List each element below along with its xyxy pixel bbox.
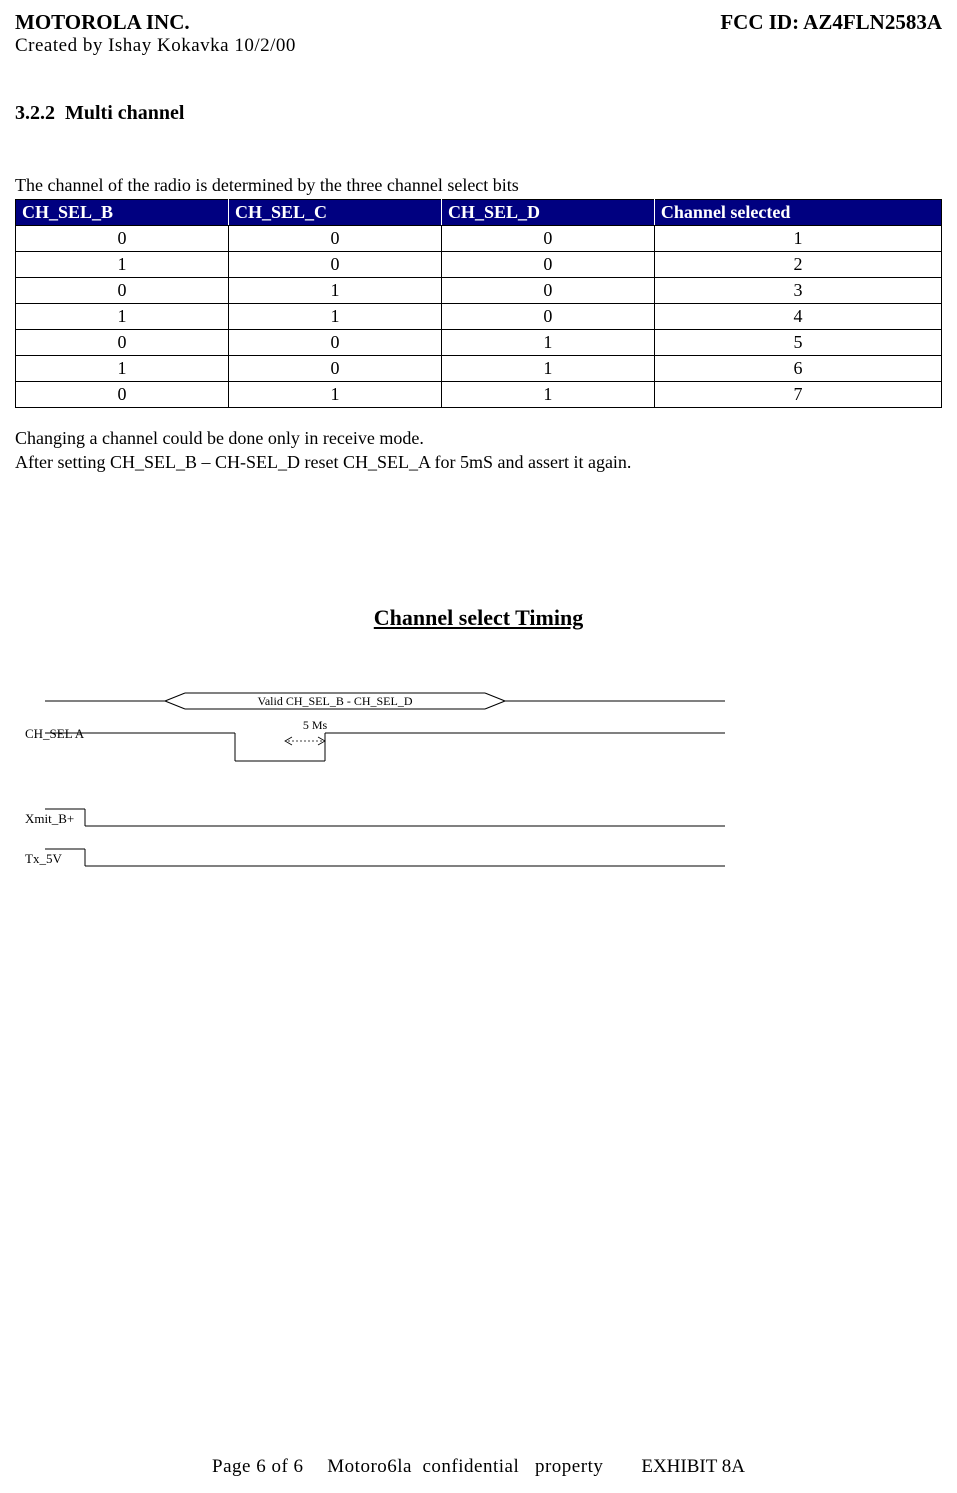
table-cell: 0 — [228, 356, 441, 382]
created-by: Created by Ishay Kokavka 10/2/00 — [15, 35, 296, 57]
table-cell: 0 — [16, 226, 229, 252]
table-row: 0015 — [16, 330, 942, 356]
body-line-2: After setting CH_SEL_B – CH-SEL_D reset … — [15, 450, 942, 474]
page-number: Page 6 of 6 — [212, 1456, 304, 1477]
xmit-signal — [45, 809, 725, 826]
table-cell: 5 — [654, 330, 941, 356]
xmit-label: Xmit_B+ — [25, 811, 74, 827]
table-cell: 1 — [441, 330, 654, 356]
table-cell: 2 — [654, 252, 941, 278]
ch-sel-a-signal — [45, 733, 725, 761]
table-cell: 1 — [16, 304, 229, 330]
table-cell: 0 — [228, 330, 441, 356]
tx-signal — [45, 849, 725, 866]
exhibit-text: EXHIBIT 8A — [641, 1456, 745, 1477]
table-cell: 0 — [16, 278, 229, 304]
table-cell: 1 — [16, 356, 229, 382]
table-cell: 3 — [654, 278, 941, 304]
time-arrow — [285, 737, 325, 745]
body-line-1: Changing a channel could be done only in… — [15, 426, 942, 450]
intro-text: The channel of the radio is determined b… — [15, 175, 942, 196]
table-cell: 0 — [16, 330, 229, 356]
timing-diagram: CH_SEL A Xmit_B+ Tx_5V Valid CH_SEL_B - … — [25, 691, 745, 891]
table-cell: 0 — [228, 226, 441, 252]
table-cell: 1 — [228, 278, 441, 304]
valid-label: Valid CH_SEL_B - CH_SEL_D — [257, 694, 412, 708]
col-header: CH_SEL_D — [441, 200, 654, 226]
table-row: 1016 — [16, 356, 942, 382]
channel-table: CH_SEL_B CH_SEL_C CH_SEL_D Channel selec… — [15, 199, 942, 408]
col-header: CH_SEL_B — [16, 200, 229, 226]
table-cell: 0 — [16, 382, 229, 408]
table-cell: 1 — [16, 252, 229, 278]
footer: Page 6 of 6 Motoro6la confidential prope… — [0, 1456, 957, 1478]
table-cell: 1 — [654, 226, 941, 252]
ch-sel-a-label: CH_SEL A — [25, 726, 84, 742]
diagram-title: Channel select Timing — [15, 605, 942, 631]
confidential-text: Motoro6la confidential property — [327, 1456, 603, 1477]
section-name: Multi channel — [65, 102, 184, 124]
table-cell: 0 — [441, 252, 654, 278]
table-cell: 1 — [441, 382, 654, 408]
table-cell: 7 — [654, 382, 941, 408]
table-cell: 4 — [654, 304, 941, 330]
table-header-row: CH_SEL_B CH_SEL_C CH_SEL_D Channel selec… — [16, 200, 942, 226]
header-left: MOTOROLA INC. Created by Ishay Kokavka 1… — [15, 10, 296, 57]
section-number: 3.2.2 — [15, 102, 55, 124]
table-cell: 0 — [441, 226, 654, 252]
table-row: 0103 — [16, 278, 942, 304]
fcc-id: FCC ID: AZ4FLN2583A — [720, 10, 942, 35]
table-row: 0001 — [16, 226, 942, 252]
table-cell: 1 — [441, 356, 654, 382]
overlay-page-num: 6 — [387, 1456, 397, 1477]
col-header: Channel selected — [654, 200, 941, 226]
table-cell: 0 — [441, 278, 654, 304]
col-header: CH_SEL_C — [228, 200, 441, 226]
table-row: 1104 — [16, 304, 942, 330]
section-title: 3.2.2 Multi channel — [15, 102, 942, 125]
timing-svg: Valid CH_SEL_B - CH_SEL_D 5 Ms — [25, 691, 745, 891]
table-cell: 6 — [654, 356, 941, 382]
body-text: Changing a channel could be done only in… — [15, 426, 942, 475]
table-cell: 1 — [228, 304, 441, 330]
table-cell: 1 — [228, 382, 441, 408]
header: MOTOROLA INC. Created by Ishay Kokavka 1… — [15, 10, 942, 57]
table-row: 0117 — [16, 382, 942, 408]
tx-label: Tx_5V — [25, 851, 62, 867]
table-cell: 0 — [441, 304, 654, 330]
time-label: 5 Ms — [303, 718, 328, 732]
company-name: MOTOROLA INC. — [15, 10, 296, 35]
table-cell: 0 — [228, 252, 441, 278]
table-row: 1002 — [16, 252, 942, 278]
